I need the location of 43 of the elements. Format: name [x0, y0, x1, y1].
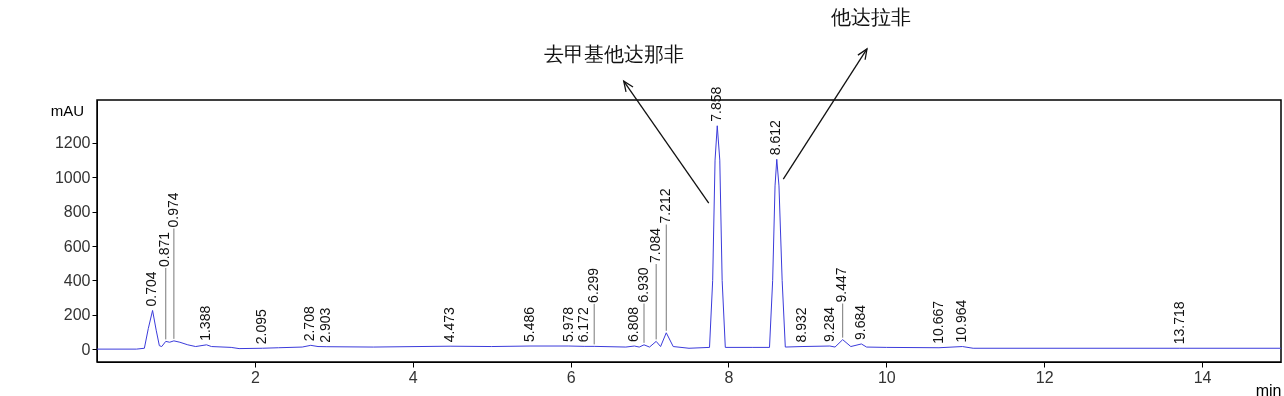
- annotation: 0.974: [164, 192, 181, 228]
- y-tick-label: 400: [63, 271, 91, 289]
- x-tick-label: 4: [408, 368, 418, 386]
- annotation: 9.447: [833, 267, 850, 303]
- annotation: 2.095: [253, 309, 270, 345]
- annotation: 2.903: [316, 307, 333, 343]
- y-tick-label: 1000: [54, 168, 91, 186]
- x-tick-label: 12: [1035, 368, 1054, 386]
- annotation: 10.667: [929, 300, 946, 344]
- annotation: 0.704: [143, 271, 160, 307]
- x-tick-label: 8: [724, 368, 734, 386]
- annotation: 6.299: [584, 267, 601, 303]
- annotation: 6.808: [625, 306, 642, 343]
- annotation: 他达拉非: [830, 5, 911, 28]
- x-tick-label: 2: [250, 368, 260, 386]
- y-tick-label: 200: [63, 306, 91, 324]
- x-tick-label: 14: [1193, 368, 1212, 386]
- annotation: 1.388: [197, 305, 214, 341]
- y-axis-title: mAU: [50, 101, 85, 119]
- annotation: 8.932: [792, 307, 809, 343]
- annotation: 7.858: [707, 86, 724, 122]
- annotation: 9.684: [852, 304, 869, 340]
- annotation: 8.612: [767, 120, 784, 156]
- annotation: 9.284: [820, 306, 837, 343]
- annotation: 5.978: [559, 306, 576, 343]
- annotation: 5.486: [520, 306, 537, 343]
- annotation: 2.708: [301, 306, 318, 342]
- x-axis-title: min: [1255, 381, 1282, 396]
- annotation: 去甲基他达那非: [543, 43, 684, 66]
- x-tick-label: 10: [877, 368, 896, 386]
- annotation: 0.871: [156, 231, 173, 267]
- annotation: 6.172: [574, 307, 591, 343]
- x-tick-label: 6: [566, 368, 576, 386]
- y-tick-label: 800: [63, 203, 91, 221]
- annotation: 10.964: [953, 299, 970, 343]
- annotation: 7.084: [646, 227, 663, 264]
- annotation: 7.212: [656, 188, 673, 224]
- y-tick-label: 0: [81, 340, 91, 358]
- annotation: 6.930: [634, 267, 651, 303]
- y-tick-label: 1200: [54, 134, 91, 152]
- annotation: 4.473: [440, 306, 457, 343]
- y-tick-label: 600: [63, 237, 91, 255]
- annotation: 13.718: [1170, 301, 1187, 345]
